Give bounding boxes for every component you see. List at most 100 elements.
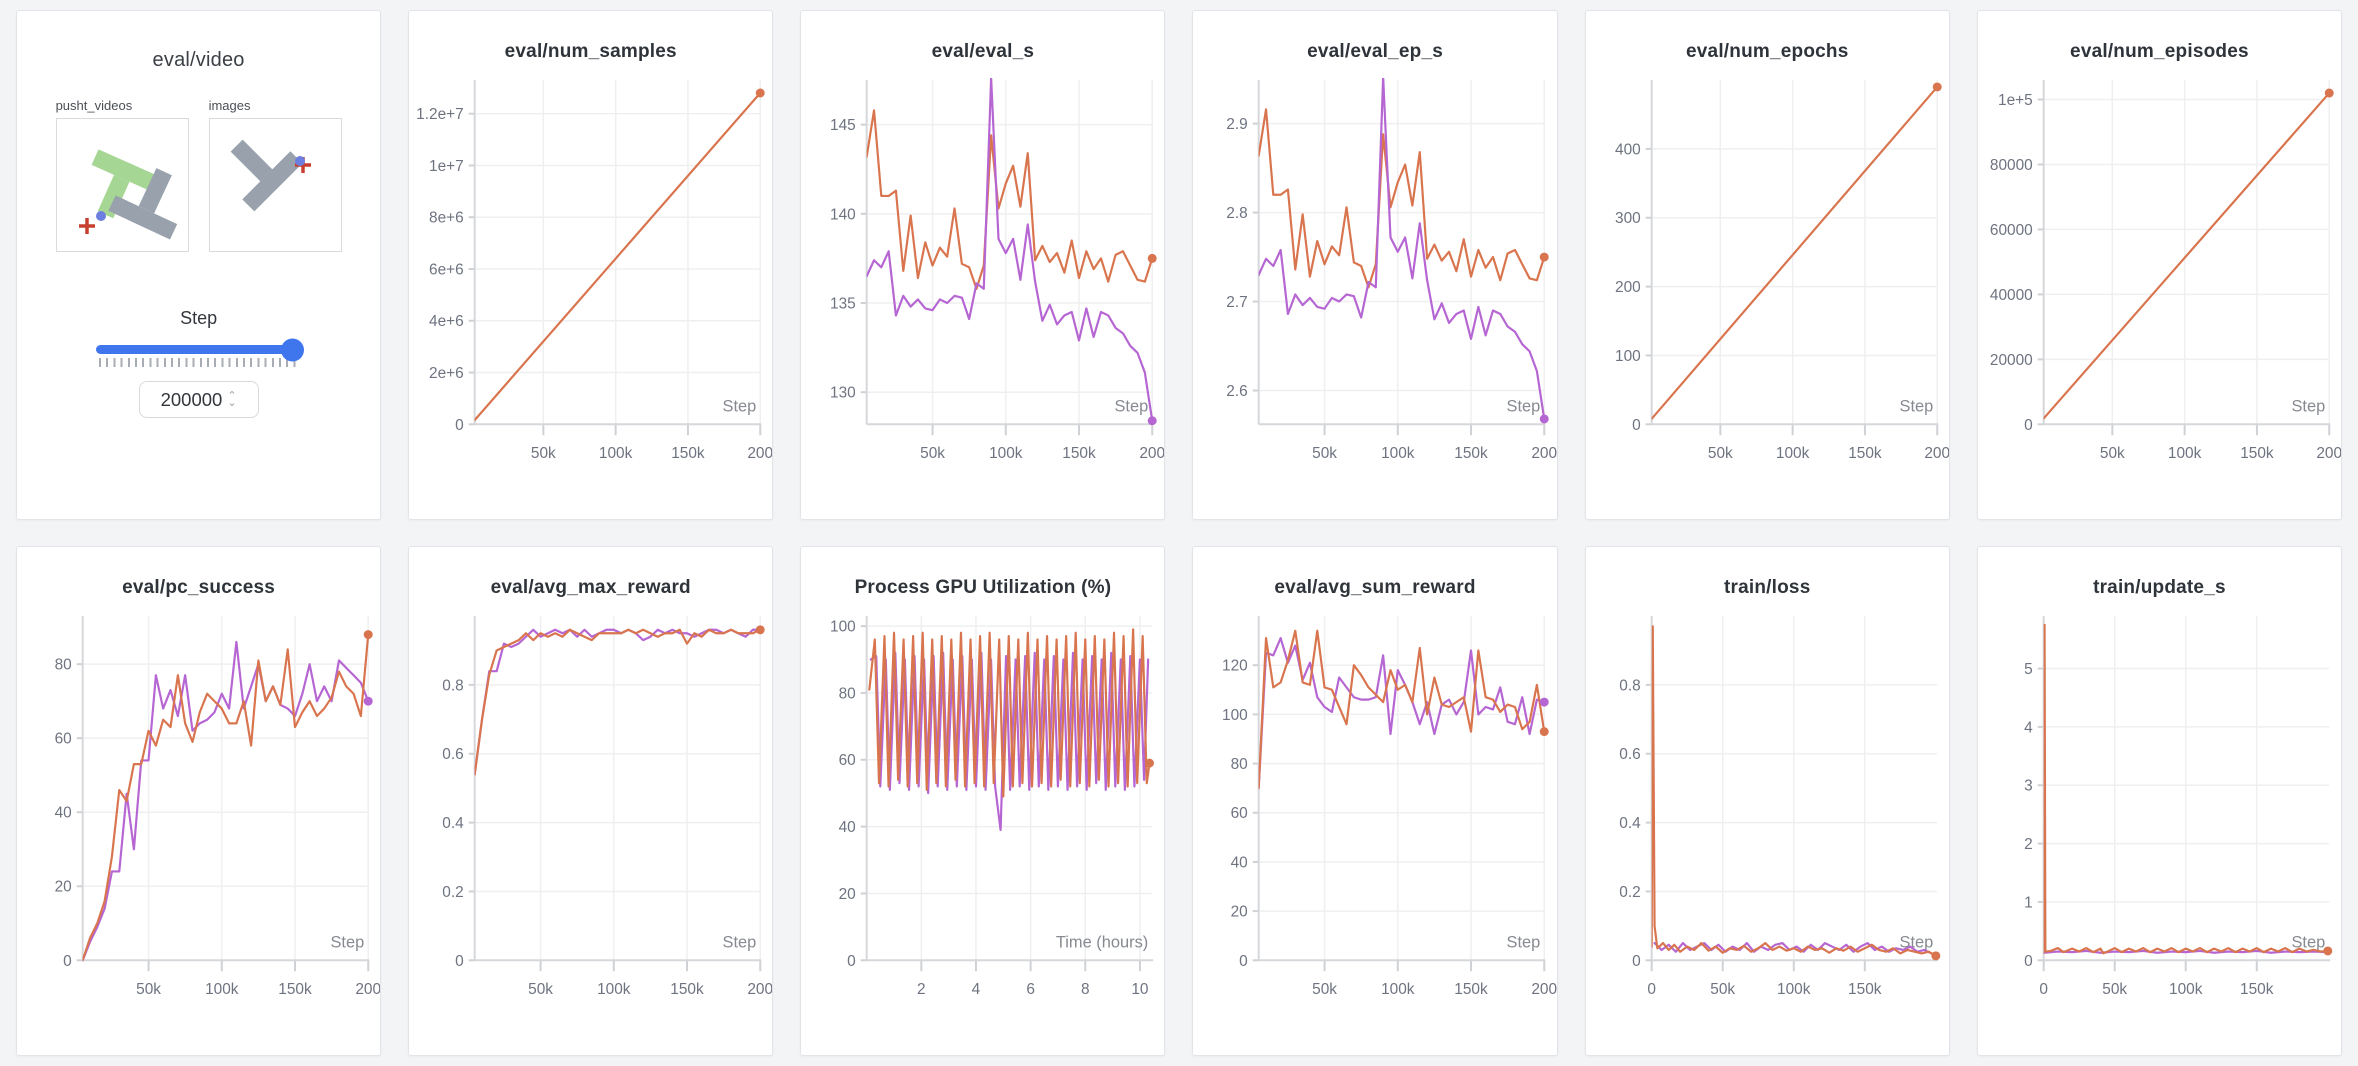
svg-text:0: 0 [847,953,856,970]
slider-tick-marks [98,358,299,367]
svg-text:150k: 150k [2240,445,2274,462]
svg-text:2e+6: 2e+6 [429,365,464,382]
svg-text:50k: 50k [1708,445,1733,462]
agent-dot [95,211,106,221]
svg-text:4e+6: 4e+6 [429,313,464,330]
chart-title: eval/num_episodes [2070,41,2249,62]
panel-eval-num-samples: eval/num_samples 50k 100k 150k 200 0 2e+6 4e+6… [408,10,774,520]
svg-text:150k: 150k [1455,981,1489,998]
goal-cross-icon [78,218,95,234]
panel-eval-video: eval/video pusht_videos [16,10,382,520]
svg-text:50k: 50k [136,981,161,998]
svg-text:4: 4 [2024,719,2033,736]
video-thumbnail-pusht[interactable] [55,118,189,252]
svg-text:1: 1 [2024,894,2033,911]
line-chart[interactable]: 50k 100k 150k 200 0 0.2 0.4 0.6 0.8 Step [409,605,772,1039]
svg-text:2.7: 2.7 [1227,294,1248,311]
chart-title: eval/num_epochs [1686,41,1849,62]
svg-text:50k: 50k [920,445,945,462]
svg-text:0.8: 0.8 [1619,677,1640,694]
svg-text:150k: 150k [1455,445,1489,462]
svg-text:0: 0 [2024,417,2033,434]
svg-text:135: 135 [830,295,856,312]
step-number-input[interactable]: 200000 ⌃ ⌄ [138,381,259,418]
svg-text:50k: 50k [531,445,556,462]
svg-text:Time (hours): Time (hours) [1056,933,1148,951]
pusht-scene-image [230,139,311,212]
chart-title: eval/eval_ep_s [1307,41,1444,62]
svg-text:10: 10 [1132,981,1149,998]
svg-text:0.2: 0.2 [442,884,463,901]
line-chart[interactable]: 50k 100k 150k 200 0 20 40 60 80 Step [17,605,380,1039]
svg-text:Step: Step [330,933,364,951]
svg-text:100: 100 [1615,348,1641,365]
slider-thumb[interactable] [280,338,304,361]
line-chart[interactable]: 50k 100k 150k 200 0 100 200 300 400 Step [1586,69,1949,503]
svg-text:2.9: 2.9 [1227,116,1248,133]
step-slider[interactable] [95,338,304,361]
line-chart[interactable]: 50k 100k 150k 200 0 20000 40000 60000 80000 1e+5 S… [1978,69,2341,503]
svg-text:100k: 100k [597,981,631,998]
image-thumbnail[interactable] [208,118,342,252]
svg-text:150k: 150k [1063,445,1097,462]
svg-text:40: 40 [839,819,856,836]
svg-text:0.8: 0.8 [442,677,463,694]
line-chart[interactable]: 50k 100k 150k 200 2.6 2.7 2.8 2.9 Step [1193,69,1557,503]
panel-eval-avg-max-reward: eval/avg_max_reward 50k 100k 150k 200 0 0.2 0.… [408,546,774,1056]
panel-gpu-utilization: Process GPU Utilization (%) 2 4 6 8 10 0 20 40 6… [800,546,1166,1056]
svg-text:2: 2 [2024,836,2033,853]
line-chart[interactable]: 0 50k 100k 150k 0 1 2 3 4 5 Step [1978,605,2341,1039]
media-label: images [208,98,251,113]
panel-eval-num-epochs: eval/num_epochs 50k 100k 150k 200 0 100 200 300… [1584,10,1950,520]
stepper-arrows[interactable]: ⌃ ⌄ [227,389,237,409]
svg-text:0.4: 0.4 [442,815,464,832]
svg-text:150k: 150k [1848,981,1882,998]
svg-text:200: 200 [1924,445,1949,462]
chart-title: eval/num_samples [504,41,677,62]
gray-t-block [107,168,177,240]
svg-text:0: 0 [63,953,72,970]
panel-eval-avg-sum-reward: eval/avg_sum_reward 50k 100k 150k 200 0 20 40 6… [1192,546,1558,1056]
svg-text:60: 60 [1231,805,1248,822]
svg-text:100k: 100k [2168,445,2202,462]
svg-text:150k: 150k [670,981,704,998]
svg-text:1e+5: 1e+5 [1998,92,2033,109]
svg-text:20: 20 [1231,904,1248,921]
svg-text:8e+6: 8e+6 [429,210,464,227]
svg-text:300: 300 [1615,210,1641,227]
line-chart[interactable]: 50k 100k 150k 200 0 20 40 60 80 100 120 Step [1193,605,1557,1039]
line-chart[interactable]: 50k 100k 150k 200 0 2e+6 4e+6 6e+6 8e+6 1e+7 1.2e+… [409,69,772,503]
svg-text:0: 0 [1647,981,1656,998]
svg-text:2.6: 2.6 [1227,383,1248,400]
chart-title: eval/avg_sum_reward [1274,577,1476,598]
stepper-up-icon[interactable]: ⌃ [227,389,237,402]
svg-text:50k: 50k [1313,445,1338,462]
step-slider-label: Step [180,308,218,328]
step-control: Step 200000 ⌃ ⌄ [17,308,380,418]
line-chart[interactable]: 50k 100k 150k 200 130 135 140 145 Step [801,69,1164,503]
svg-text:200: 200 [1532,445,1557,462]
stepper-down-icon[interactable]: ⌄ [227,396,237,409]
svg-text:200: 200 [355,981,380,998]
media-label: pusht_videos [55,98,133,113]
svg-text:50k: 50k [1710,981,1735,998]
panel-eval-eval-s: eval/eval_s 50k 100k 150k 200 130 135 140 145 St… [800,10,1166,520]
svg-text:120: 120 [1222,658,1248,675]
svg-text:2.8: 2.8 [1227,205,1248,222]
chart-title: eval/pc_success [122,577,276,598]
svg-text:20000: 20000 [1990,352,2033,369]
panel-eval-eval-ep-s: eval/eval_ep_s 50k 100k 150k 200 2.6 2.7 2.8 2.… [1192,10,1558,520]
svg-text:130: 130 [830,385,856,402]
svg-text:200: 200 [1532,981,1557,998]
svg-text:Step: Step [723,397,757,415]
chart-title: train/loss [1724,577,1811,598]
svg-text:0: 0 [1632,953,1641,970]
svg-text:40000: 40000 [1990,287,2033,304]
svg-text:150k: 150k [671,445,705,462]
svg-text:100k: 100k [989,445,1023,462]
chart-title: eval/eval_s [931,41,1035,62]
svg-text:100k: 100k [2169,981,2203,998]
svg-text:1.2e+7: 1.2e+7 [416,106,464,123]
